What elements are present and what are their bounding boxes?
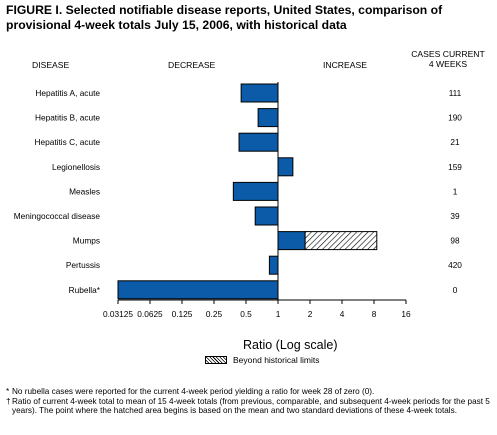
bar <box>238 132 279 152</box>
bar <box>277 157 294 177</box>
disease-label: Pertussis <box>66 260 100 270</box>
cases-value: 98 <box>450 236 460 246</box>
footnote-ratio-definition: † Ratio of current 4-week total to mean … <box>6 396 490 416</box>
footnote-rubella: * No rubella cases were reported for the… <box>6 387 375 396</box>
hatched-legend-swatch <box>205 356 227 364</box>
x-tick-label: 0.03125 <box>103 309 133 319</box>
cases-value: 420 <box>448 260 462 270</box>
chart-title: FIGURE I. Selected notifiable disease re… <box>6 3 443 32</box>
x-tick-label: 2 <box>308 309 313 319</box>
increase-header: INCREASE <box>323 60 367 70</box>
cases-value: 1 <box>453 186 458 196</box>
cases-value: 190 <box>448 113 462 123</box>
cases-value: 0 <box>453 285 458 295</box>
disease-column-header: DISEASE <box>32 60 70 70</box>
x-tick-label: 0.25 <box>206 309 223 319</box>
disease-label: Rubella* <box>69 285 101 295</box>
x-axis-label: Ratio (Log scale) <box>243 338 338 352</box>
cases-value: 111 <box>449 88 462 98</box>
bar <box>268 255 279 275</box>
disease-label: Hepatitis A, acute <box>35 88 100 98</box>
cases-value: 21 <box>450 137 460 147</box>
bar-hatched-segment <box>304 231 378 251</box>
x-tick-label: 16 <box>401 309 411 319</box>
footnotes: * No rubella cases were reported for the… <box>6 387 494 416</box>
x-tick-label: 4 <box>340 309 345 319</box>
bar <box>232 181 279 201</box>
bar <box>257 108 279 128</box>
disease-label: Measles <box>69 186 100 196</box>
bar <box>240 83 279 103</box>
disease-label: Mumps <box>73 236 100 246</box>
bar <box>254 206 279 226</box>
decrease-header: DECREASE <box>168 60 216 70</box>
disease-label: Hepatitis C, acute <box>35 137 101 147</box>
x-tick-label: 1 <box>276 309 281 319</box>
bar <box>117 280 279 300</box>
x-tick-label: 0.0625 <box>137 309 163 319</box>
x-tick-label: 0.5 <box>240 309 252 319</box>
x-tick-label: 8 <box>372 309 377 319</box>
cases-value: 39 <box>450 211 460 221</box>
disease-label: Hepatitis B, acute <box>35 113 100 123</box>
disease-label: Meningococcal disease <box>14 211 101 221</box>
cases-column-header: CASES CURRENT 4 WEEKS <box>411 49 485 69</box>
x-tick-label: 0.125 <box>172 309 193 319</box>
cases-value: 159 <box>448 162 462 172</box>
hatched-legend-label: Beyond historical limits <box>233 355 320 365</box>
disease-label: Legionellosis <box>52 162 100 172</box>
bar <box>277 231 306 251</box>
